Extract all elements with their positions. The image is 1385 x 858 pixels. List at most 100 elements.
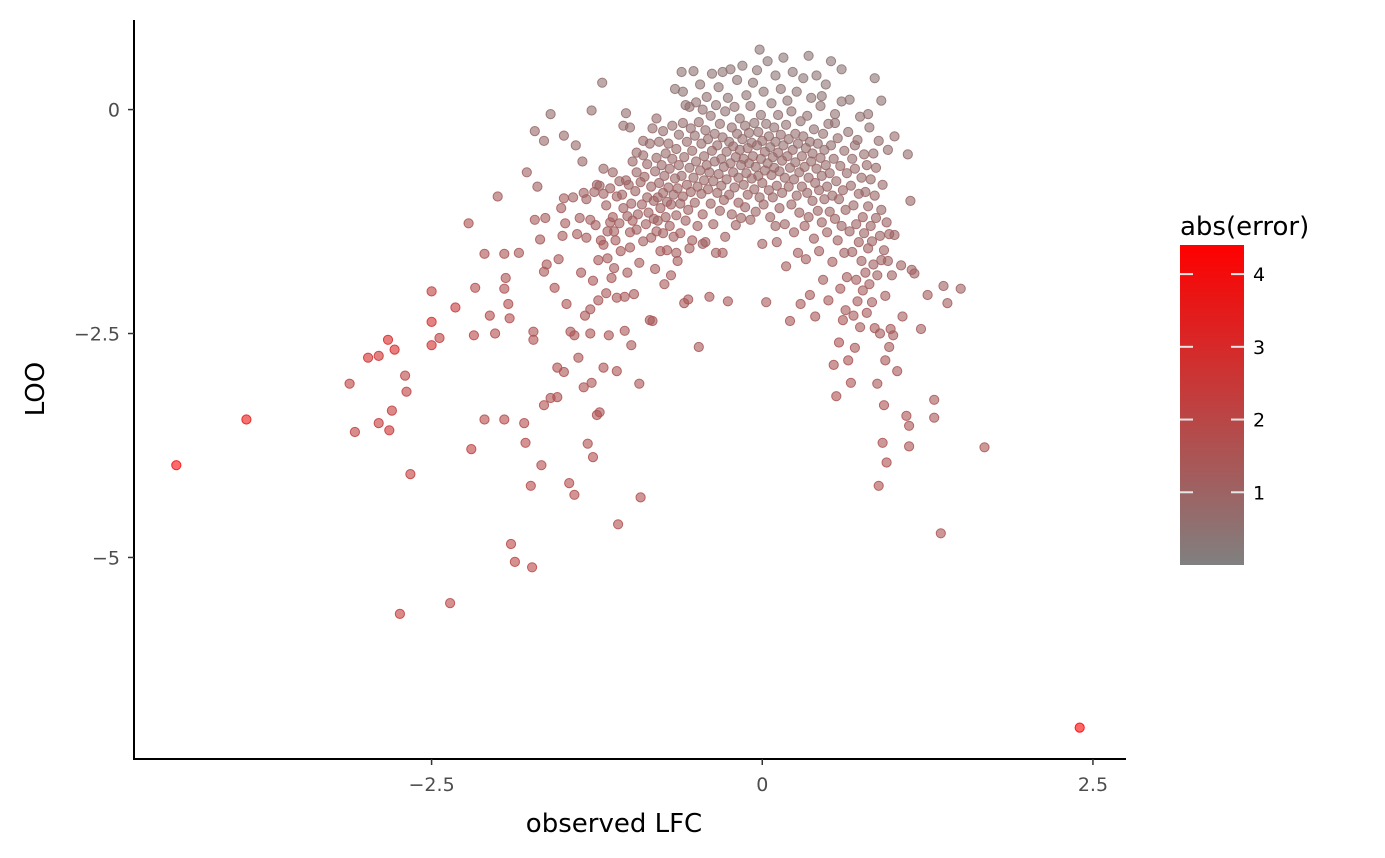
data-point xyxy=(434,332,445,344)
data-point xyxy=(734,113,745,124)
data-point xyxy=(490,328,501,339)
data-point xyxy=(814,246,825,257)
data-point xyxy=(598,163,609,174)
data-point xyxy=(677,86,689,97)
data-point xyxy=(766,98,777,109)
data-point xyxy=(901,410,912,421)
data-point xyxy=(786,199,797,210)
data-point xyxy=(788,227,800,238)
data-point xyxy=(757,238,768,249)
data-point xyxy=(880,290,891,301)
data-point xyxy=(658,228,669,239)
data-point xyxy=(876,95,887,106)
data-point xyxy=(863,109,874,120)
data-point xyxy=(664,220,675,232)
data-point xyxy=(853,237,864,248)
data-point xyxy=(742,189,753,200)
data-point xyxy=(820,79,831,90)
data-point xyxy=(773,109,784,121)
data-point xyxy=(519,418,530,429)
data-point xyxy=(722,296,734,307)
data-point xyxy=(835,283,846,294)
data-point xyxy=(639,171,650,182)
data-point xyxy=(775,83,786,95)
data-point xyxy=(576,267,587,278)
data-point xyxy=(763,131,775,142)
data-point xyxy=(586,105,597,116)
data-point xyxy=(833,337,845,348)
data-point xyxy=(536,460,547,471)
data-point xyxy=(841,168,853,179)
data-point xyxy=(859,228,870,239)
data-point xyxy=(598,239,609,250)
data-point xyxy=(499,248,510,259)
data-point xyxy=(753,126,764,138)
data-point xyxy=(808,124,820,135)
data-point xyxy=(661,245,673,256)
data-point xyxy=(520,437,531,448)
data-point xyxy=(837,185,849,196)
data-point xyxy=(445,598,456,609)
data-point xyxy=(638,150,649,161)
data-point xyxy=(590,220,601,231)
data-point xyxy=(827,256,838,267)
data-point xyxy=(558,130,570,141)
data-point xyxy=(664,163,675,174)
data-point xyxy=(569,330,580,341)
data-point xyxy=(585,328,596,339)
data-point xyxy=(803,172,814,183)
data-point xyxy=(758,86,769,97)
data-point xyxy=(757,177,768,189)
data-point xyxy=(889,229,900,241)
data-point xyxy=(363,352,374,363)
data-point xyxy=(938,280,949,292)
data-point xyxy=(549,282,560,293)
data-point xyxy=(609,226,620,237)
data-point xyxy=(788,174,800,185)
data-point xyxy=(872,270,883,281)
data-point xyxy=(631,167,642,178)
data-point xyxy=(611,366,622,377)
data-point xyxy=(740,202,751,213)
data-point xyxy=(373,418,384,429)
data-point xyxy=(929,394,940,405)
data-point xyxy=(811,70,822,81)
data-point xyxy=(771,180,782,191)
data-point xyxy=(466,444,477,455)
data-point xyxy=(623,179,634,190)
data-point xyxy=(401,386,412,397)
data-point xyxy=(874,328,886,339)
data-point xyxy=(593,295,604,306)
data-point xyxy=(654,177,665,189)
data-point xyxy=(781,261,792,272)
data-point xyxy=(741,90,752,101)
data-point xyxy=(882,255,894,267)
data-point xyxy=(651,113,662,124)
legend-tick-label: 3 xyxy=(1253,337,1265,359)
data-point xyxy=(856,255,867,267)
data-point xyxy=(650,166,661,177)
data-point xyxy=(610,235,621,246)
data-point xyxy=(687,145,698,156)
data-point xyxy=(860,267,871,278)
data-point xyxy=(650,263,661,275)
data-point xyxy=(897,311,908,322)
data-point xyxy=(241,414,252,425)
data-point xyxy=(606,272,617,284)
data-point xyxy=(811,163,822,174)
legend-ticks: 1 2 3 4 xyxy=(1180,264,1265,504)
data-point xyxy=(344,378,355,389)
data-point xyxy=(651,152,662,163)
x-tick-label: 0 xyxy=(756,774,768,796)
data-point xyxy=(463,218,474,229)
data-point xyxy=(702,134,714,145)
data-point xyxy=(841,272,853,283)
data-point xyxy=(529,214,540,225)
y-axis-title: LOO xyxy=(21,362,51,417)
data-point xyxy=(855,322,866,333)
data-point xyxy=(609,263,620,274)
data-point xyxy=(509,556,521,568)
data-point xyxy=(468,330,479,341)
data-point xyxy=(888,330,899,341)
data-point xyxy=(736,212,747,224)
